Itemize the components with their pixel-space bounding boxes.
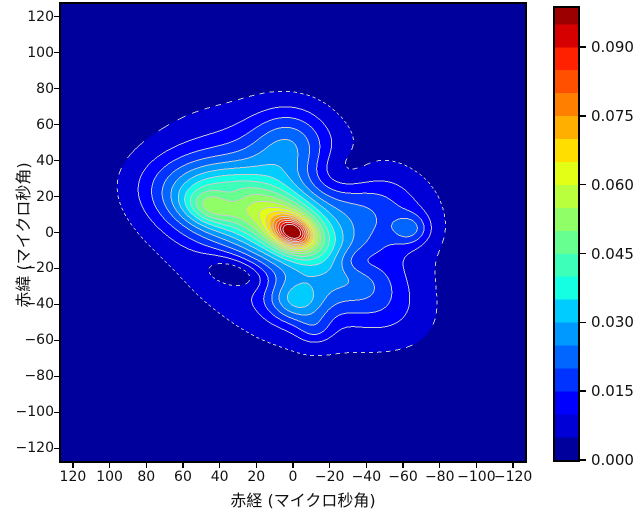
x-tick-mark [402, 463, 404, 468]
x-tick-mark [475, 463, 478, 468]
x-tick-label: −40 [351, 469, 382, 485]
x-tick-label: 60 [174, 469, 192, 485]
colorbar-tick-label: 0.060 [591, 175, 634, 194]
y-tick-label: −60 [24, 332, 54, 349]
y-tick-label: −120 [15, 440, 54, 457]
y-tick-mark [54, 375, 59, 378]
y-tick-label: −80 [24, 368, 54, 385]
y-tick-mark [54, 339, 59, 342]
y-tick-label: −20 [24, 260, 54, 277]
x-tick-label: 40 [210, 469, 229, 485]
y-axis-label: 赤緯 (マイクロ秒角) [14, 162, 33, 308]
colorbar [553, 6, 580, 462]
y-tick-mark [54, 51, 59, 54]
x-tick-label: −120 [493, 469, 533, 485]
colorbar-tick-mark [580, 459, 586, 461]
colorbar-tick-label: 0.090 [591, 38, 634, 56]
colorbar-tick-mark [580, 321, 586, 324]
colorbar-tick-mark [580, 183, 586, 186]
x-tick-mark [218, 463, 221, 468]
x-tick-label: 0 [288, 469, 298, 485]
y-tick-label: 80 [36, 80, 54, 97]
colorbar-tick-mark [580, 115, 586, 117]
colorbar-tick-mark [580, 390, 586, 392]
colorbar-tick-mark [580, 252, 586, 255]
x-tick-mark [182, 463, 184, 468]
y-tick-mark [54, 195, 59, 198]
x-tick-label: −60 [388, 469, 418, 485]
colorbar-tick-label: 0.075 [591, 106, 634, 125]
y-tick-label: −40 [24, 296, 54, 313]
x-tick-mark [72, 463, 74, 468]
x-tick-mark [145, 463, 148, 468]
x-tick-label: −100 [457, 469, 496, 485]
contour-plot-canvas [61, 4, 525, 461]
x-tick-label: −80 [424, 469, 455, 485]
colorbar-tick-mark [580, 46, 586, 48]
x-tick-mark [438, 463, 441, 468]
x-tick-mark [512, 463, 514, 468]
plot-frame [59, 2, 527, 463]
y-tick-mark [54, 411, 59, 414]
x-axis-label: 赤経 (マイクロ秒角) [230, 491, 376, 510]
x-tick-mark [365, 463, 368, 468]
x-tick-mark [328, 463, 331, 468]
y-tick-label: 0 [45, 224, 54, 241]
y-tick-label: 120 [27, 8, 54, 25]
y-tick-mark [54, 447, 59, 450]
x-tick-label: 80 [137, 469, 156, 485]
x-tick-label: 20 [247, 469, 266, 485]
y-tick-mark [54, 87, 59, 90]
y-tick-label: −100 [15, 404, 54, 421]
y-tick-label: 100 [27, 44, 54, 61]
colorbar-tick-label: 0.015 [591, 382, 634, 401]
x-tick-label: 120 [59, 469, 87, 485]
y-tick-mark [54, 231, 59, 234]
colorbar-tick-label: 0.000 [591, 451, 634, 469]
y-tick-mark [54, 159, 59, 162]
colorbar-tick-label: 0.030 [591, 313, 634, 332]
colorbar-tick-label: 0.045 [591, 244, 634, 263]
y-tick-label: 40 [36, 152, 54, 169]
y-tick-mark [54, 267, 59, 270]
y-tick-mark [54, 303, 59, 306]
y-tick-mark [54, 15, 59, 18]
y-tick-label: 20 [36, 188, 54, 205]
x-tick-mark [255, 463, 258, 468]
colorbar-canvas [555, 8, 578, 460]
y-tick-label: 60 [36, 116, 54, 133]
x-tick-label: 100 [96, 469, 123, 485]
x-tick-mark [292, 463, 294, 468]
y-tick-mark [54, 123, 59, 126]
x-tick-mark [108, 463, 111, 468]
x-tick-label: −20 [314, 469, 345, 485]
